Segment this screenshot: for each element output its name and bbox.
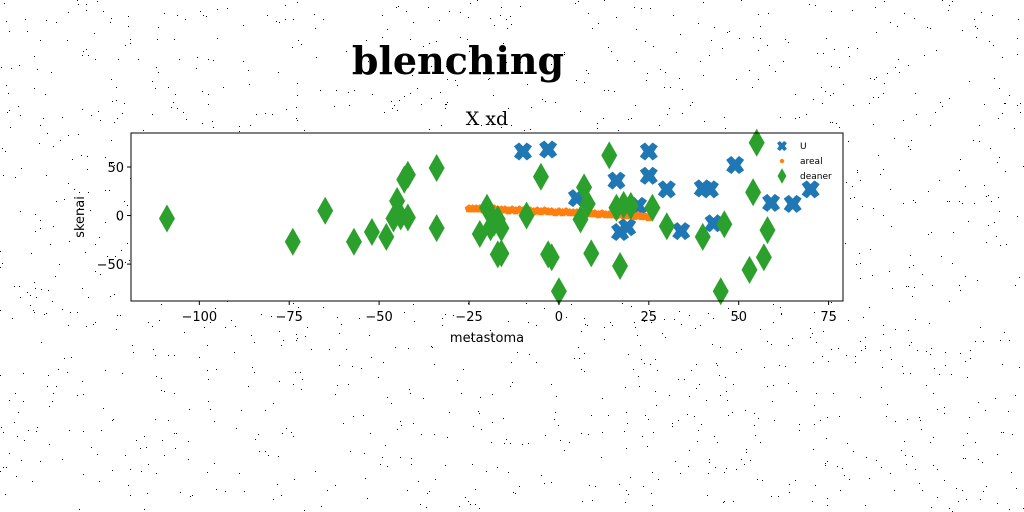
point-deaner-29 — [579, 189, 596, 218]
point-deaner-0 — [158, 204, 175, 233]
point-deaner-33 — [612, 252, 629, 281]
series-areal — [464, 204, 654, 222]
point-deaner-35 — [622, 191, 639, 220]
point-deaner-43 — [748, 128, 765, 157]
point-deaner-11 — [399, 203, 416, 232]
point-U-13 — [704, 214, 723, 233]
x-axis: −100 −75 −50 −25 0 25 50 75 — [181, 301, 837, 325]
point-deaner-36 — [644, 193, 661, 222]
point-deaner-40 — [716, 210, 733, 239]
point-deaner-39 — [712, 277, 729, 306]
x-tick-label: 25 — [641, 310, 658, 325]
y-axis: −50 0 50 — [97, 161, 131, 273]
point-U-1 — [539, 140, 558, 159]
point-deaner-23 — [532, 162, 549, 191]
point-U-9 — [657, 180, 676, 199]
point-deaner-12 — [428, 153, 445, 182]
point-deaner-3 — [345, 227, 362, 256]
legend-marker-areal — [779, 158, 785, 163]
x-tick-label: −50 — [365, 310, 392, 325]
point-U-15 — [762, 193, 781, 212]
legend-marker-U — [777, 141, 787, 151]
legend-label-deaner: deaner — [800, 172, 832, 182]
plot-frame — [130, 132, 844, 302]
x-tick-label: −25 — [455, 310, 482, 325]
legend-marker-deaner — [777, 168, 787, 184]
point-U-5 — [618, 218, 637, 237]
x-tick-label: −75 — [276, 310, 303, 325]
legend-item-U: U — [777, 141, 807, 152]
chart-marks — [131, 128, 843, 306]
x-tick-label: 75 — [820, 310, 837, 325]
point-U-0 — [513, 142, 532, 161]
point-deaner-4 — [363, 218, 380, 247]
point-deaner-38 — [694, 222, 711, 251]
point-U-7 — [639, 142, 658, 161]
legend-item-areal: areal — [779, 157, 823, 167]
axes-title: X xd — [466, 108, 508, 130]
point-U-14 — [726, 156, 745, 175]
point-U-12 — [700, 180, 719, 199]
point-deaner-41 — [741, 255, 758, 284]
point-deaner-5 — [378, 222, 395, 251]
figure-suptitle: blenching — [351, 38, 565, 83]
point-deaner-26 — [550, 277, 567, 306]
point-deaner-2 — [317, 196, 334, 225]
point-deaner-30 — [583, 239, 600, 268]
point-deaner-44 — [755, 243, 772, 272]
point-deaner-45 — [759, 216, 776, 245]
y-tick-label: 50 — [107, 161, 124, 176]
point-U-17 — [801, 180, 820, 199]
point-U-16 — [783, 194, 802, 213]
point-deaner-13 — [428, 214, 445, 243]
y-tick-label: 0 — [116, 210, 124, 225]
point-U-10 — [672, 222, 691, 241]
legend-label-areal: areal — [800, 157, 823, 167]
point-deaner-1 — [284, 227, 301, 256]
series-deaner — [158, 128, 776, 306]
point-deaner-22 — [518, 201, 535, 230]
x-tick-label: 0 — [555, 310, 563, 325]
point-deaner-25 — [543, 243, 560, 272]
point-deaner-42 — [745, 178, 762, 207]
series-U — [513, 140, 820, 242]
point-deaner-20 — [493, 214, 510, 243]
point-deaner-27 — [572, 205, 589, 234]
x-tick-label: 50 — [730, 310, 747, 325]
x-tick-label: −100 — [181, 310, 217, 325]
point-deaner-10 — [399, 160, 416, 189]
point-U-8 — [639, 166, 658, 185]
point-deaner-21 — [493, 239, 510, 268]
point-deaner-31 — [601, 141, 618, 170]
legend-label-U: U — [800, 142, 807, 152]
legend-item-deaner: deaner — [777, 168, 832, 184]
point-U-3 — [607, 171, 626, 190]
y-axis-label: skenai — [73, 196, 88, 238]
point-deaner-37 — [658, 212, 675, 241]
x-axis-label: metastoma — [450, 331, 524, 346]
y-tick-label: −50 — [97, 258, 124, 273]
